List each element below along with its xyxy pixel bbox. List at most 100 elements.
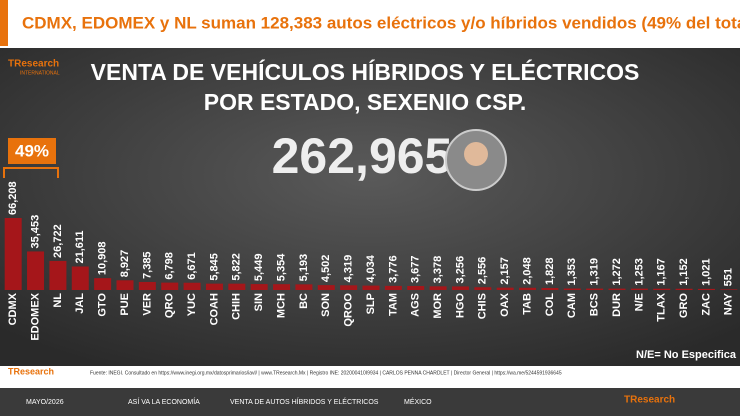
value-label: 2,048 bbox=[521, 257, 533, 285]
x-tick-label: BCS bbox=[589, 293, 601, 316]
bar bbox=[451, 286, 469, 290]
bar bbox=[49, 260, 67, 290]
header-accent bbox=[0, 0, 8, 46]
value-label: 5,449 bbox=[253, 254, 265, 282]
x-tick-label: QROO bbox=[343, 293, 355, 327]
value-label: 6,798 bbox=[164, 252, 176, 280]
value-label: 4,034 bbox=[365, 254, 377, 282]
bar bbox=[228, 283, 246, 290]
x-tick-label: EDOMEX bbox=[29, 292, 41, 340]
value-label: 1,272 bbox=[611, 258, 623, 286]
portrait-face bbox=[464, 142, 488, 166]
footer-item: VENTA DE AUTOS HÍBRIDOS Y ELÉCTRICOS bbox=[230, 397, 379, 406]
value-label: 2,157 bbox=[499, 257, 511, 285]
x-tick-label: TLAX bbox=[656, 292, 668, 321]
value-label: 1,353 bbox=[566, 258, 578, 286]
logo: TResearch bbox=[8, 59, 59, 70]
x-tick-label: JAL bbox=[74, 293, 86, 314]
headline: CDMX, EDOMEX y NL suman 128,383 autos el… bbox=[22, 13, 740, 32]
value-label: 1,021 bbox=[700, 258, 712, 286]
bar bbox=[161, 282, 179, 290]
bar bbox=[27, 251, 45, 290]
bar bbox=[720, 289, 738, 290]
logo-sub: INTERNATIONAL bbox=[20, 70, 60, 76]
bar bbox=[630, 288, 648, 290]
bar bbox=[407, 286, 425, 290]
x-tick-label: GTO bbox=[97, 293, 109, 317]
bar bbox=[250, 284, 268, 290]
x-tick-label: CDMX bbox=[7, 292, 19, 325]
bar bbox=[4, 218, 22, 290]
bar bbox=[384, 285, 402, 290]
value-label: 7,385 bbox=[141, 251, 153, 279]
value-label: 1,828 bbox=[544, 257, 556, 285]
value-label: 5,845 bbox=[208, 253, 220, 281]
bar bbox=[116, 280, 134, 290]
x-tick-label: TAB bbox=[521, 293, 533, 315]
x-tick-label: CAM bbox=[566, 293, 578, 318]
chart-title: VENTA DE VEHÍCULOS HÍBRIDOS Y ELÉCTRICOS bbox=[91, 58, 640, 85]
x-tick-label: HGO bbox=[454, 293, 466, 319]
x-tick-label: PUE bbox=[119, 293, 131, 316]
source: Fuente: INEGI. Consultado en https://www… bbox=[90, 370, 562, 376]
footer-item: MÉXICO bbox=[404, 397, 432, 406]
value-label: 6,671 bbox=[186, 252, 198, 280]
x-tick-label: OAX bbox=[499, 292, 511, 317]
bar bbox=[697, 288, 715, 290]
note: N/E= No Especifica bbox=[636, 349, 737, 361]
total: 262,965 bbox=[272, 128, 453, 184]
value-label: 1,152 bbox=[678, 258, 690, 286]
value-label: 1,319 bbox=[589, 258, 601, 286]
bar bbox=[474, 287, 492, 290]
x-tick-label: YUC bbox=[186, 293, 198, 316]
value-label: 5,354 bbox=[275, 253, 287, 281]
value-label: 35,453 bbox=[29, 215, 41, 249]
bar bbox=[563, 288, 581, 290]
value-label: 4,502 bbox=[320, 255, 332, 283]
bar bbox=[205, 283, 223, 290]
x-tick-label: CHIH bbox=[231, 293, 243, 320]
chart-bg bbox=[0, 48, 740, 366]
bar bbox=[138, 281, 156, 290]
logo: TResearch bbox=[8, 366, 54, 376]
x-tick-label: GRO bbox=[678, 293, 690, 319]
value-label: 8,927 bbox=[119, 250, 131, 278]
bar bbox=[519, 287, 537, 290]
annotation-box bbox=[8, 138, 56, 164]
x-tick-label: COL bbox=[544, 293, 556, 317]
bar bbox=[362, 285, 380, 290]
annotation: 49% bbox=[15, 141, 49, 160]
x-tick-label: COAH bbox=[208, 293, 220, 325]
x-tick-label: NAY bbox=[723, 292, 735, 315]
logo: TResearch bbox=[624, 395, 675, 406]
x-tick-label: N/E bbox=[633, 293, 645, 311]
chart-title: POR ESTADO, SEXENIO CSP. bbox=[204, 89, 527, 115]
value-label: 21,611 bbox=[74, 230, 86, 263]
bar bbox=[541, 288, 559, 290]
x-tick-label: QRO bbox=[164, 293, 176, 319]
bar bbox=[496, 287, 514, 290]
x-tick-label: SIN bbox=[253, 293, 265, 311]
footer-item: MAYO/2026 bbox=[26, 399, 64, 406]
value-label: 2,556 bbox=[477, 257, 489, 285]
x-tick-label: NL bbox=[52, 293, 64, 308]
x-tick-label: AGS bbox=[410, 293, 422, 317]
value-label: 1,253 bbox=[633, 258, 645, 286]
value-label: 5,822 bbox=[231, 253, 243, 281]
x-tick-label: DUR bbox=[611, 293, 623, 317]
bar bbox=[71, 266, 89, 290]
bar bbox=[317, 285, 335, 290]
x-tick-label: VER bbox=[141, 293, 153, 316]
value-label: 3,776 bbox=[387, 255, 399, 283]
bar bbox=[653, 288, 671, 290]
x-tick-label: SON bbox=[320, 293, 332, 317]
value-label: 4,319 bbox=[343, 255, 355, 283]
value-label: 10,908 bbox=[97, 241, 109, 275]
bracket bbox=[3, 167, 59, 178]
bar bbox=[183, 282, 201, 290]
x-tick-label: ZAC bbox=[700, 293, 712, 316]
footer-bar bbox=[0, 388, 740, 416]
bar bbox=[586, 288, 604, 290]
bar bbox=[94, 278, 112, 290]
